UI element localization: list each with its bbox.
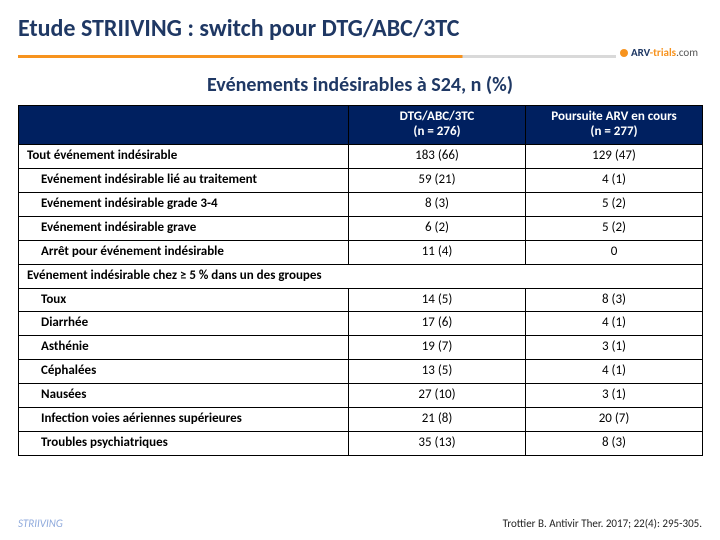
row-c1: 35 (13) <box>349 432 526 456</box>
logo-com: .com <box>676 46 698 59</box>
row-label: Evénement indésirable grave <box>19 216 349 240</box>
row-label: Evénement indésirable grade 3-4 <box>19 192 349 216</box>
row-c1: 11 (4) <box>349 240 526 264</box>
table-section-row: Evénement indésirable chez ≥ 5 % dans un… <box>19 264 703 288</box>
table-header-row: DTG/ABC/3TC(n = 276) Poursuite ARV en co… <box>19 106 703 145</box>
table-row: Asthénie 19 (7) 3 (1) <box>19 336 703 360</box>
row-c1: 14 (5) <box>349 288 526 312</box>
row-c2: 0 <box>526 240 703 264</box>
row-label: Nausées <box>19 384 349 408</box>
row-c2: 4 (1) <box>526 312 703 336</box>
title-rule: ARV-trials.com <box>18 47 702 65</box>
row-c2: 8 (3) <box>526 288 703 312</box>
header-col-2: Poursuite ARV en cours(n = 277) <box>526 106 703 145</box>
table-row: Evénement indésirable lié au traitement … <box>19 168 703 192</box>
row-c1: 59 (21) <box>349 168 526 192</box>
row-label: Arrêt pour événement indésirable <box>19 240 349 264</box>
row-c2: 5 (2) <box>526 192 703 216</box>
table-row: Arrêt pour événement indésirable 11 (4) … <box>19 240 703 264</box>
header-col-1: DTG/ABC/3TC(n = 276) <box>349 106 526 145</box>
footer-left: STRIIVING <box>18 517 63 530</box>
row-c2: 4 (1) <box>526 168 703 192</box>
footer: STRIIVING Trottier B. Antivir Ther. 2017… <box>18 517 702 530</box>
row-c2: 20 (7) <box>526 408 703 432</box>
logo-arv: ARV <box>631 46 650 59</box>
row-c2: 5 (2) <box>526 216 703 240</box>
row-label: Infection voies aériennes supérieures <box>19 408 349 432</box>
footer-right: Trottier B. Antivir Ther. 2017; 22(4): 2… <box>503 517 702 530</box>
logo-bullet-icon <box>620 49 628 57</box>
section-label: Evénement indésirable chez ≥ 5 % dans un… <box>19 264 703 288</box>
slide-subtitle: Evénements indésirables à S24, n (%) <box>18 73 702 97</box>
row-c1: 13 (5) <box>349 360 526 384</box>
row-c2: 3 (1) <box>526 384 703 408</box>
row-c1: 21 (8) <box>349 408 526 432</box>
row-c2: 4 (1) <box>526 360 703 384</box>
rule-line <box>18 55 702 58</box>
table-row: Infection voies aériennes supérieures 21… <box>19 408 703 432</box>
row-c1: 17 (6) <box>349 312 526 336</box>
row-label: Tout événement indésirable <box>19 144 349 168</box>
row-c1: 27 (10) <box>349 384 526 408</box>
row-label: Evénement indésirable lié au traitement <box>19 168 349 192</box>
row-c1: 183 (66) <box>349 144 526 168</box>
row-label: Toux <box>19 288 349 312</box>
row-c1: 8 (3) <box>349 192 526 216</box>
table-row: Troubles psychiatriques 35 (13) 8 (3) <box>19 432 703 456</box>
table-row: Evénement indésirable grade 3-4 8 (3) 5 … <box>19 192 703 216</box>
row-c2: 3 (1) <box>526 336 703 360</box>
row-label: Asthénie <box>19 336 349 360</box>
row-label: Diarrhée <box>19 312 349 336</box>
arv-trials-logo: ARV-trials.com <box>616 45 702 60</box>
table-row: Diarrhée 17 (6) 4 (1) <box>19 312 703 336</box>
slide-title: Etude STRIIVING : switch pour DTG/ABC/3T… <box>18 14 702 43</box>
table-row: Evénement indésirable grave 6 (2) 5 (2) <box>19 216 703 240</box>
row-label: Céphalées <box>19 360 349 384</box>
adverse-events-table: DTG/ABC/3TC(n = 276) Poursuite ARV en co… <box>18 105 703 456</box>
header-blank <box>19 106 349 145</box>
table-row: Tout événement indésirable 183 (66) 129 … <box>19 144 703 168</box>
table-row: Toux 14 (5) 8 (3) <box>19 288 703 312</box>
row-c1: 6 (2) <box>349 216 526 240</box>
table-row: Nausées 27 (10) 3 (1) <box>19 384 703 408</box>
row-c2: 129 (47) <box>526 144 703 168</box>
row-c1: 19 (7) <box>349 336 526 360</box>
row-c2: 8 (3) <box>526 432 703 456</box>
table-row: Céphalées 13 (5) 4 (1) <box>19 360 703 384</box>
row-label: Troubles psychiatriques <box>19 432 349 456</box>
logo-trials: -trials <box>650 46 676 59</box>
